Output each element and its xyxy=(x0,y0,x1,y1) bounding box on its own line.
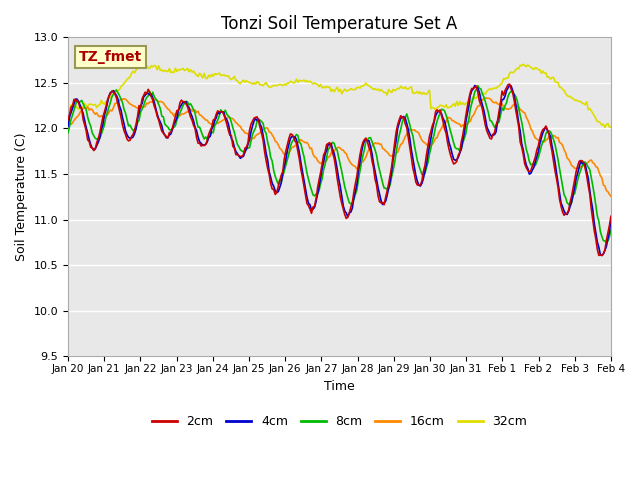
X-axis label: Time: Time xyxy=(324,380,355,393)
Y-axis label: Soil Temperature (C): Soil Temperature (C) xyxy=(15,132,28,261)
Text: TZ_fmet: TZ_fmet xyxy=(79,50,142,64)
Title: Tonzi Soil Temperature Set A: Tonzi Soil Temperature Set A xyxy=(221,15,458,33)
Legend: 2cm, 4cm, 8cm, 16cm, 32cm: 2cm, 4cm, 8cm, 16cm, 32cm xyxy=(147,410,532,433)
